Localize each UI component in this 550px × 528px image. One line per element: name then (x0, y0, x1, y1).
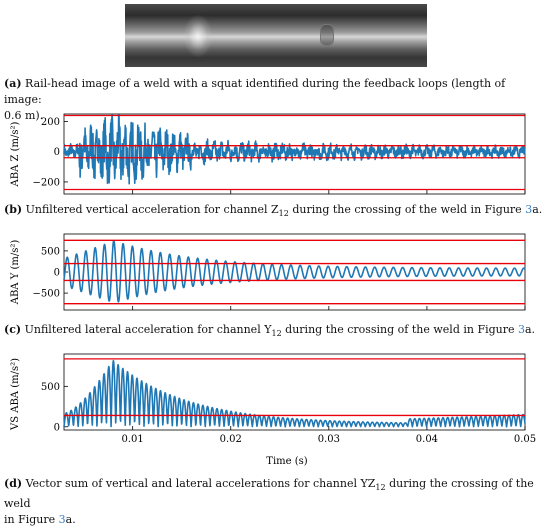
caption-d: (d) Vector sum of vertical and lateral a… (4, 476, 546, 528)
plot-d-ylabel: VS ABA (m/s²) (10, 358, 21, 431)
caption-a-text2: 0.6 m). (4, 109, 44, 122)
caption-a-letter: (a) (4, 77, 22, 90)
plot-lateral-acceleration: ABA Y (m/s²) −500 0 500 (10, 233, 526, 311)
caption-b-text2: during the crossing of the weld in Figur… (288, 203, 526, 216)
x-tick-label: 0.02 (220, 434, 242, 445)
rail-surface-spot (320, 24, 334, 46)
caption-a-text: Rail-head image of a weld with a squat i… (4, 77, 506, 106)
caption-b-figure-link[interactable]: 3 (525, 203, 533, 216)
caption-d-sub: 12 (375, 483, 386, 493)
caption-d-text4: a. (65, 513, 76, 527)
caption-c-letter: (c) (4, 323, 22, 336)
caption-c-text3: a. (525, 323, 536, 336)
caption-d-text3: in Figure (4, 513, 59, 527)
x-tick-label: 0.01 (122, 434, 144, 445)
y-tick-label: 500 (41, 246, 60, 257)
y-tick-label: 0 (54, 268, 60, 279)
caption-d-letter: (d) (4, 477, 23, 490)
caption-b-letter: (b) (4, 203, 23, 216)
y-tick-label: −200 (33, 177, 60, 188)
y-tick-label: 500 (41, 382, 60, 393)
caption-b-text3: a. (532, 203, 543, 216)
plot-c-ylabel: ABA Y (m/s²) (10, 240, 21, 306)
rail-head-image (125, 4, 427, 67)
x-tick-label: 0.04 (416, 434, 438, 445)
series-line (63, 113, 526, 185)
caption-b-sub: 12 (278, 209, 289, 219)
caption-d-text2: during the crossing of the weld (4, 477, 534, 511)
caption-a: (a) Rail-head image of a weld with a squ… (4, 76, 546, 124)
caption-c-text2: during the crossing of the weld in Figur… (281, 323, 518, 336)
caption-c-sub: 12 (271, 329, 282, 339)
series-line (63, 359, 526, 428)
plot-b-ylabel: ABA Z (m/s²) (10, 121, 21, 187)
series-line (63, 239, 526, 303)
plot-frame (63, 353, 526, 431)
caption-c: (c) Unfiltered lateral acceleration for … (4, 322, 546, 342)
x-tick-label: 0.03 (318, 434, 340, 445)
caption-b-text: Unfiltered vertical acceleration for cha… (22, 203, 279, 216)
y-tick-label: −500 (33, 289, 60, 300)
y-tick-label: 0 (54, 147, 60, 158)
caption-d-text: Vector sum of vertical and lateral accel… (22, 477, 376, 490)
plot-vector-sum-acceleration: VS ABA (m/s²) Time (s) 0 500 0.01 0.02 0.03 0… (10, 353, 536, 467)
y-tick-label: 200 (41, 117, 60, 128)
caption-c-figure-link[interactable]: 3 (518, 323, 525, 336)
y-tick-label: 0 (54, 422, 60, 433)
caption-b: (b) Unfiltered vertical acceleration for… (4, 202, 546, 222)
x-tick-label: 0.05 (514, 434, 536, 445)
plot-d-xlabel: Time (s) (266, 456, 307, 467)
weld-squat-mark (183, 14, 213, 58)
caption-c-text: Unfiltered lateral acceleration for chan… (21, 323, 272, 336)
caption-d-figure-link[interactable]: 3 (58, 513, 66, 527)
plot-vertical-acceleration: ABA Z (m/s²) −200 0 200 (10, 113, 526, 195)
